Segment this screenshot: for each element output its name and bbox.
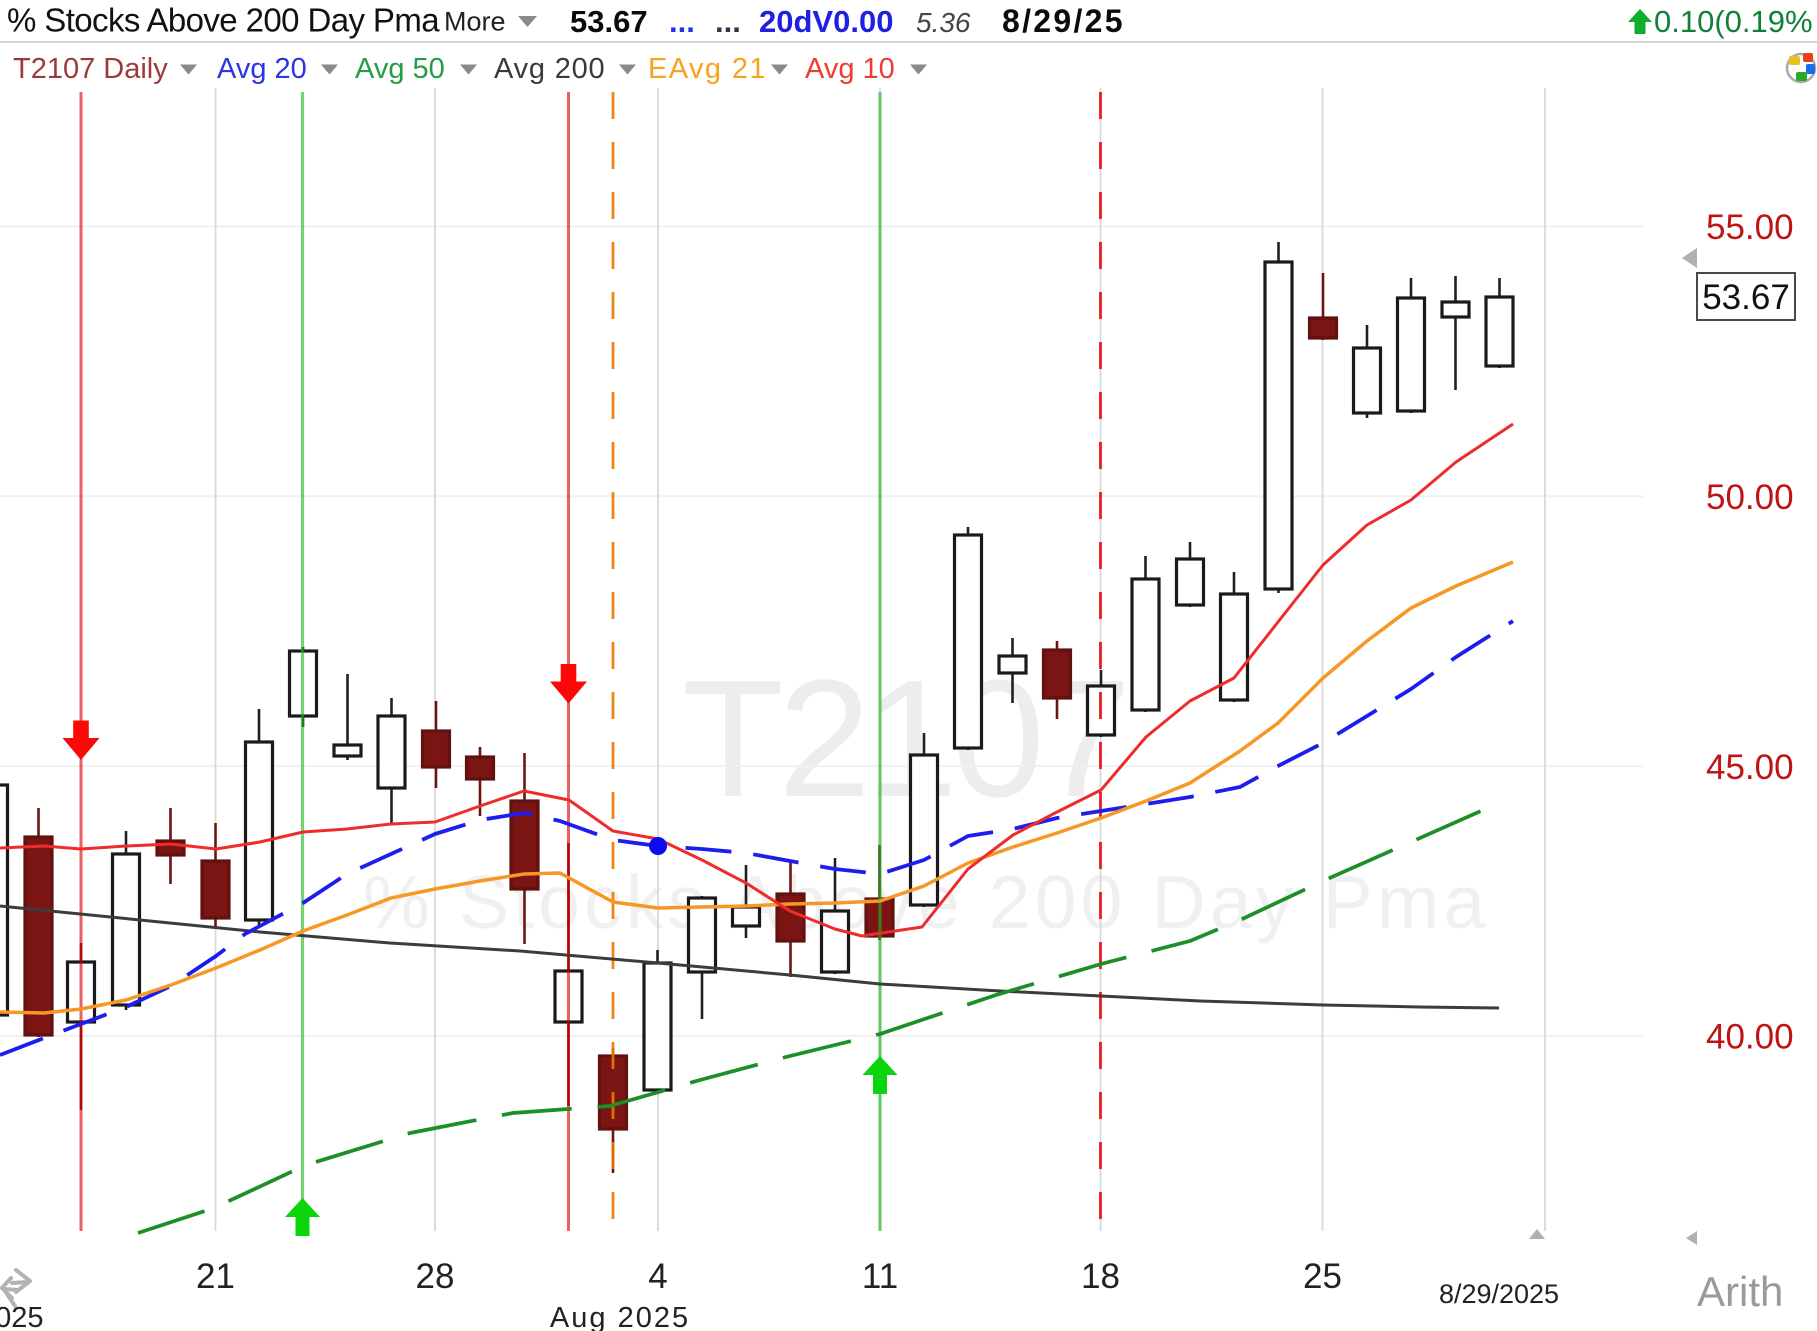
svg-text:40.00: 40.00 (1706, 1018, 1794, 1057)
svg-text:8/29/2025: 8/29/2025 (1439, 1279, 1559, 1309)
svg-text:25: 25 (1303, 1257, 1342, 1296)
svg-text:28: 28 (416, 1257, 455, 1296)
svg-text:18: 18 (1081, 1257, 1120, 1296)
svg-text:55.00: 55.00 (1706, 208, 1794, 247)
svg-text:20dV0.00: 20dV0.00 (759, 4, 893, 39)
svg-text:...: ... (715, 4, 741, 39)
svg-text:45.00: 45.00 (1706, 748, 1794, 787)
svg-text:More: More (444, 7, 506, 37)
svg-text:11: 11 (862, 1257, 898, 1296)
svg-text:50.00: 50.00 (1706, 478, 1794, 517)
svg-text:53.67: 53.67 (1702, 278, 1790, 317)
svg-text:4: 4 (648, 1257, 667, 1296)
svg-text:8/29/25: 8/29/25 (1002, 3, 1125, 39)
svg-text:0.10(0.19%: 0.10(0.19% (1654, 4, 1813, 39)
svg-text:Arith: Arith (1697, 1268, 1783, 1315)
svg-text:2025: 2025 (0, 1302, 44, 1331)
svg-text:EAvg 21: EAvg 21 (648, 53, 767, 85)
svg-text:...: ... (669, 4, 695, 39)
svg-text:Aug 2025: Aug 2025 (550, 1302, 690, 1331)
svg-text:T2107 Daily: T2107 Daily (13, 53, 168, 85)
svg-text:53.67: 53.67 (570, 4, 648, 39)
svg-text:Avg 10: Avg 10 (805, 53, 895, 85)
svg-text:% Stocks Above 200 Day Pma: % Stocks Above 200 Day Pma (7, 2, 440, 39)
svg-text:21: 21 (196, 1257, 235, 1296)
svg-text:Avg 50: Avg 50 (355, 53, 445, 85)
svg-text:Avg 200: Avg 200 (494, 53, 606, 85)
svg-text:5.36: 5.36 (916, 7, 971, 38)
svg-text:Avg 20: Avg 20 (217, 53, 307, 85)
